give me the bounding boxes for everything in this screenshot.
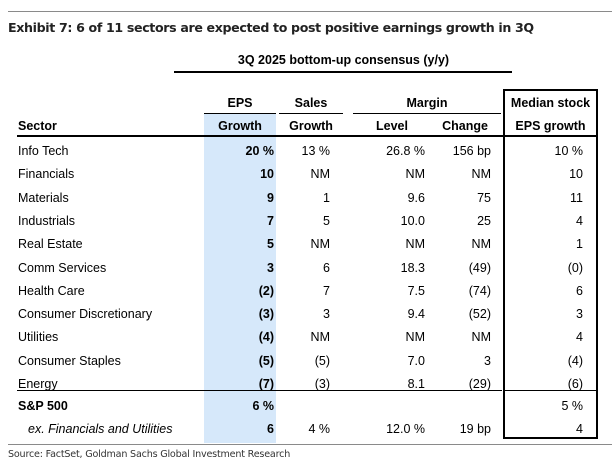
sector-name: Materials xyxy=(18,191,69,205)
margin-change: 156 bp xyxy=(452,144,491,158)
margin-level: 7.0 xyxy=(407,354,425,368)
margin-change: NM xyxy=(471,330,491,344)
sector-name: Comm Services xyxy=(18,261,107,275)
margin-change: NM xyxy=(471,237,491,251)
sales-growth: 1 xyxy=(323,191,330,205)
eps-growth: (3) xyxy=(258,307,274,321)
margin-level: NM xyxy=(405,237,425,251)
sector-name: Info Tech xyxy=(18,144,69,158)
margin-change: NM xyxy=(471,167,491,181)
eps-growth: (7) xyxy=(258,377,274,391)
totals-rule xyxy=(17,390,502,391)
sector-name: ex. Financials and Utilities xyxy=(28,422,173,436)
median-eps-growth: 10 % xyxy=(554,144,584,158)
median-eps-growth: 11 xyxy=(570,191,583,205)
median-eps-growth: 10 xyxy=(569,167,583,181)
sector-name: S&P 500 xyxy=(18,399,68,413)
margin-change: 75 xyxy=(477,191,491,205)
sales-growth: (3) xyxy=(314,377,330,391)
sales-growth: NM xyxy=(310,330,330,344)
median-eps-growth: 1 xyxy=(576,237,583,251)
sector-name: Energy xyxy=(18,377,58,391)
eps-growth: (4) xyxy=(258,330,274,344)
sector-name: Health Care xyxy=(18,284,85,298)
eps-header-bottom: Growth xyxy=(218,119,262,133)
header-rule xyxy=(17,135,598,137)
eps-growth: 9 xyxy=(267,191,274,205)
margin-level: 26.8 % xyxy=(386,144,425,158)
top-divider xyxy=(8,11,612,12)
eps-growth-highlight xyxy=(204,113,276,443)
median-eps-growth: 3 xyxy=(576,307,583,321)
super-header-rule xyxy=(174,71,512,73)
sector-name: Consumer Discretionary xyxy=(18,307,153,321)
sales-growth: (5) xyxy=(314,354,330,368)
consensus-super-header: 3Q 2025 bottom-up consensus (y/y) xyxy=(237,53,450,67)
median-eps-growth: 5 % xyxy=(561,399,583,413)
sector-name: Industrials xyxy=(18,214,75,228)
margin-group-rule xyxy=(353,113,501,114)
median-header-top: Median stock xyxy=(510,96,591,110)
sales-header-bottom: Growth xyxy=(289,119,333,133)
median-eps-growth: 4 xyxy=(576,330,583,344)
totals-rule-median xyxy=(503,390,598,391)
eps-growth: 20 % xyxy=(245,144,275,158)
median-eps-growth: (0) xyxy=(567,261,583,275)
sales-growth: 4 % xyxy=(308,422,330,436)
eps-growth: 7 xyxy=(267,214,274,228)
median-eps-growth: 6 xyxy=(576,284,583,298)
median-eps-growth: (6) xyxy=(567,377,583,391)
margin-level: 9.6 xyxy=(407,191,425,205)
median-header-bottom: EPS growth xyxy=(515,119,586,133)
eps-group-rule xyxy=(204,113,276,114)
margin-level: 8.1 xyxy=(407,377,425,391)
margin-change: 25 xyxy=(477,214,491,228)
sales-growth: 5 xyxy=(323,214,330,228)
margin-change: 19 bp xyxy=(459,422,491,436)
margin-change: (49) xyxy=(468,261,491,275)
margin-level: NM xyxy=(405,167,425,181)
sector-name: Consumer Staples xyxy=(18,354,121,368)
margin-level: NM xyxy=(405,330,425,344)
margin-level-header: Level xyxy=(376,119,408,133)
margin-change: (74) xyxy=(468,284,491,298)
sales-header-top: Sales xyxy=(294,96,328,110)
eps-growth: 3 xyxy=(267,261,274,275)
sales-group-rule xyxy=(279,113,343,114)
margin-level: 12.0 % xyxy=(386,422,425,436)
eps-growth: 5 xyxy=(267,237,274,251)
sales-growth: 13 % xyxy=(301,144,331,158)
margin-level: 18.3 xyxy=(400,261,425,275)
sector-name: Real Estate xyxy=(18,237,83,251)
sales-growth: 3 xyxy=(323,307,330,321)
sales-growth: NM xyxy=(310,167,330,181)
margin-header-top: Margin xyxy=(406,96,448,110)
sales-growth: 7 xyxy=(323,284,330,298)
eps-header-top: EPS xyxy=(227,96,253,110)
sector-name: Utilities xyxy=(18,330,59,344)
eps-growth: (5) xyxy=(258,354,274,368)
sector-name: Financials xyxy=(18,167,75,181)
eps-growth: 6 % xyxy=(252,399,274,413)
margin-change-header: Change xyxy=(442,119,488,133)
margin-level: 9.4 xyxy=(407,307,425,321)
margin-level: 7.5 xyxy=(407,284,425,298)
sales-growth: 6 xyxy=(323,261,330,275)
sales-growth: NM xyxy=(310,237,330,251)
bottom-divider xyxy=(8,444,612,445)
median-eps-growth: 4 xyxy=(576,422,583,436)
source-note: Source: FactSet, Goldman Sachs Global In… xyxy=(8,449,291,460)
margin-level: 10.0 xyxy=(400,214,425,228)
median-eps-growth: (4) xyxy=(567,354,583,368)
eps-growth: 6 xyxy=(267,422,274,436)
exhibit-title: Exhibit 7: 6 of 11 sectors are expected … xyxy=(8,20,534,35)
margin-change: (52) xyxy=(468,307,491,321)
median-eps-growth: 4 xyxy=(576,214,583,228)
eps-growth: 10 xyxy=(260,167,274,181)
sector-header: Sector xyxy=(18,119,57,133)
margin-change: 3 xyxy=(484,354,491,368)
margin-change: (29) xyxy=(468,377,491,391)
eps-growth: (2) xyxy=(258,284,274,298)
median-stock-box xyxy=(503,89,598,439)
